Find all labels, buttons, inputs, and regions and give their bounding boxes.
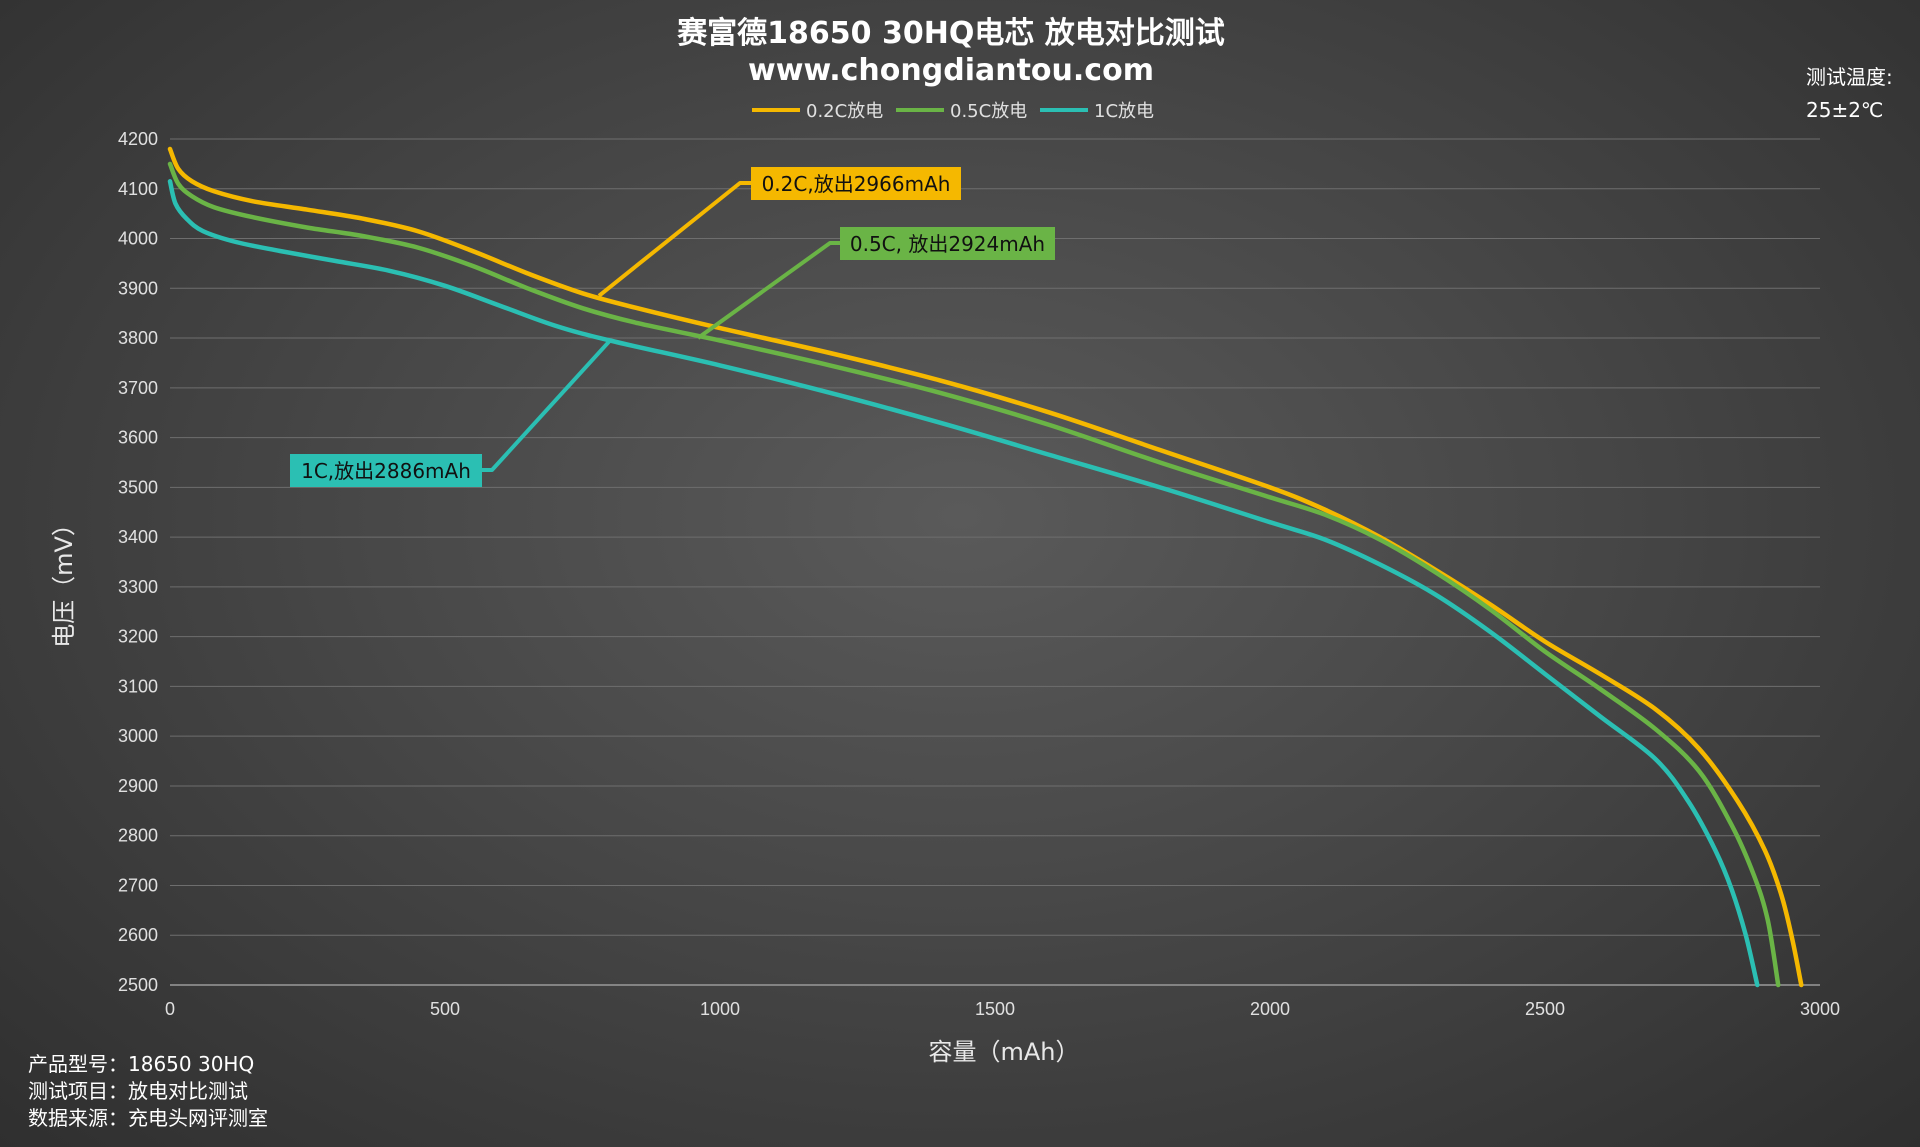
- x-tick-label: 3000: [1800, 999, 1840, 1019]
- y-tick-label: 3800: [118, 328, 158, 348]
- info-model: 产品型号：18650 30HQ: [28, 1052, 254, 1076]
- x-tick-label: 2000: [1250, 999, 1290, 1019]
- y-axis-label: 电压（mV）: [50, 512, 78, 648]
- y-tick-label: 3200: [118, 627, 158, 647]
- y-tick-label: 2900: [118, 776, 158, 796]
- y-tick-label: 3700: [118, 378, 158, 398]
- info-data-source: 数据来源：充电头网评测室: [28, 1106, 268, 1130]
- y-tick-label: 3500: [118, 477, 158, 497]
- y-tick-label: 2600: [118, 925, 158, 945]
- temperature-label: 测试温度:: [1806, 65, 1893, 89]
- annotation-label-2: 1C,放出2886mAh: [301, 459, 471, 483]
- y-tick-label: 4000: [118, 229, 158, 249]
- annotation-leader-1: [696, 241, 840, 340]
- annotation-label-0: 0.2C,放出2966mAh: [762, 172, 951, 196]
- chart-title: 赛富德18650 30HQ电芯 放电对比测试: [677, 16, 1225, 51]
- chart-series: [167, 146, 1804, 988]
- legend-label-0: 0.2C放电: [806, 101, 883, 122]
- y-tick-label: 4100: [118, 179, 158, 199]
- y-tick-label: 3400: [118, 527, 158, 547]
- x-tick-label: 2500: [1525, 999, 1565, 1019]
- y-tick-label: 3300: [118, 577, 158, 597]
- y-tick-label: 2800: [118, 826, 158, 846]
- chart-legend: 0.2C放电 0.5C放电 1C放电: [752, 101, 1154, 122]
- chart-grid: [170, 138, 1820, 986]
- chart-subtitle: www.chongdiantou.com: [748, 53, 1154, 88]
- y-tick-label: 2700: [118, 875, 158, 895]
- y-tick-label: 4200: [118, 129, 158, 149]
- x-tick-label: 0: [165, 999, 175, 1019]
- y-axis-ticks: 2500 2600 2700 2800 2900 3000 3100 3200 3300 3400…: [118, 129, 158, 995]
- x-tick-label: 1500: [975, 999, 1015, 1019]
- x-tick-label: 1000: [700, 999, 740, 1019]
- chart-annotations: 0.2C,放出2966mAh 0.5C, 放出2924mAh 1C,放出2886mA…: [290, 167, 1055, 487]
- series-line-2: [167, 179, 1760, 988]
- legend-label-2: 1C放电: [1094, 101, 1154, 122]
- info-test-item: 测试项目：放电对比测试: [28, 1079, 248, 1103]
- y-tick-label: 3000: [118, 726, 158, 746]
- y-tick-label: 3600: [118, 428, 158, 448]
- annotation-label-1: 0.5C, 放出2924mAh: [850, 232, 1045, 256]
- y-tick-label: 3900: [118, 278, 158, 298]
- x-axis-ticks: 0 500 1000 1500 2000 2500 3000: [165, 999, 1840, 1019]
- y-tick-label: 2500: [118, 975, 158, 995]
- x-axis-label: 容量（mAh）: [928, 1038, 1079, 1066]
- annotation-leader-2: [482, 339, 612, 472]
- series-line-1: [167, 161, 1781, 988]
- series-line-0: [167, 146, 1804, 988]
- temperature-value: 25±2℃: [1806, 98, 1883, 122]
- x-tick-label: 500: [430, 999, 460, 1019]
- legend-label-1: 0.5C放电: [950, 101, 1027, 122]
- annotation-box-2: [290, 454, 482, 487]
- annotation-leader-0: [597, 181, 751, 298]
- annotation-box-0: [751, 167, 961, 200]
- annotation-box-1: [840, 227, 1055, 260]
- y-tick-label: 3100: [118, 676, 158, 696]
